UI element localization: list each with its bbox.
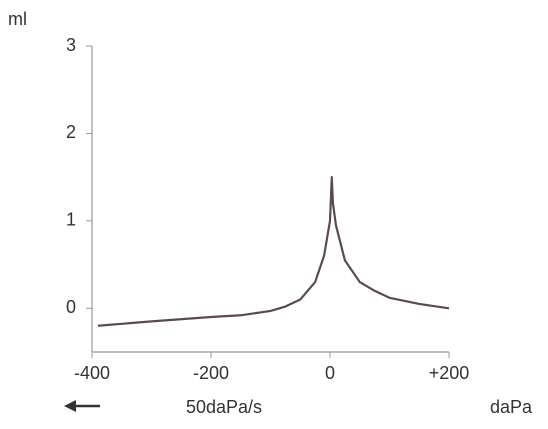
x-tick-label: 0: [325, 363, 335, 383]
y-axis-label: ml: [8, 9, 27, 29]
curve: [97, 176, 450, 327]
y-tick-label: 1: [66, 210, 76, 230]
y-tick-label: 2: [66, 122, 76, 142]
x-tick-label: -200: [193, 363, 229, 383]
arrow: [64, 400, 100, 412]
annotation: 50daPa/s: [186, 397, 262, 417]
x-tick-label: -400: [74, 363, 110, 383]
x-axis-label: daPa: [490, 397, 533, 417]
y-tick-label: 3: [66, 35, 76, 55]
y-tick-label: 0: [66, 297, 76, 317]
x-tick-label: +200: [429, 363, 470, 383]
